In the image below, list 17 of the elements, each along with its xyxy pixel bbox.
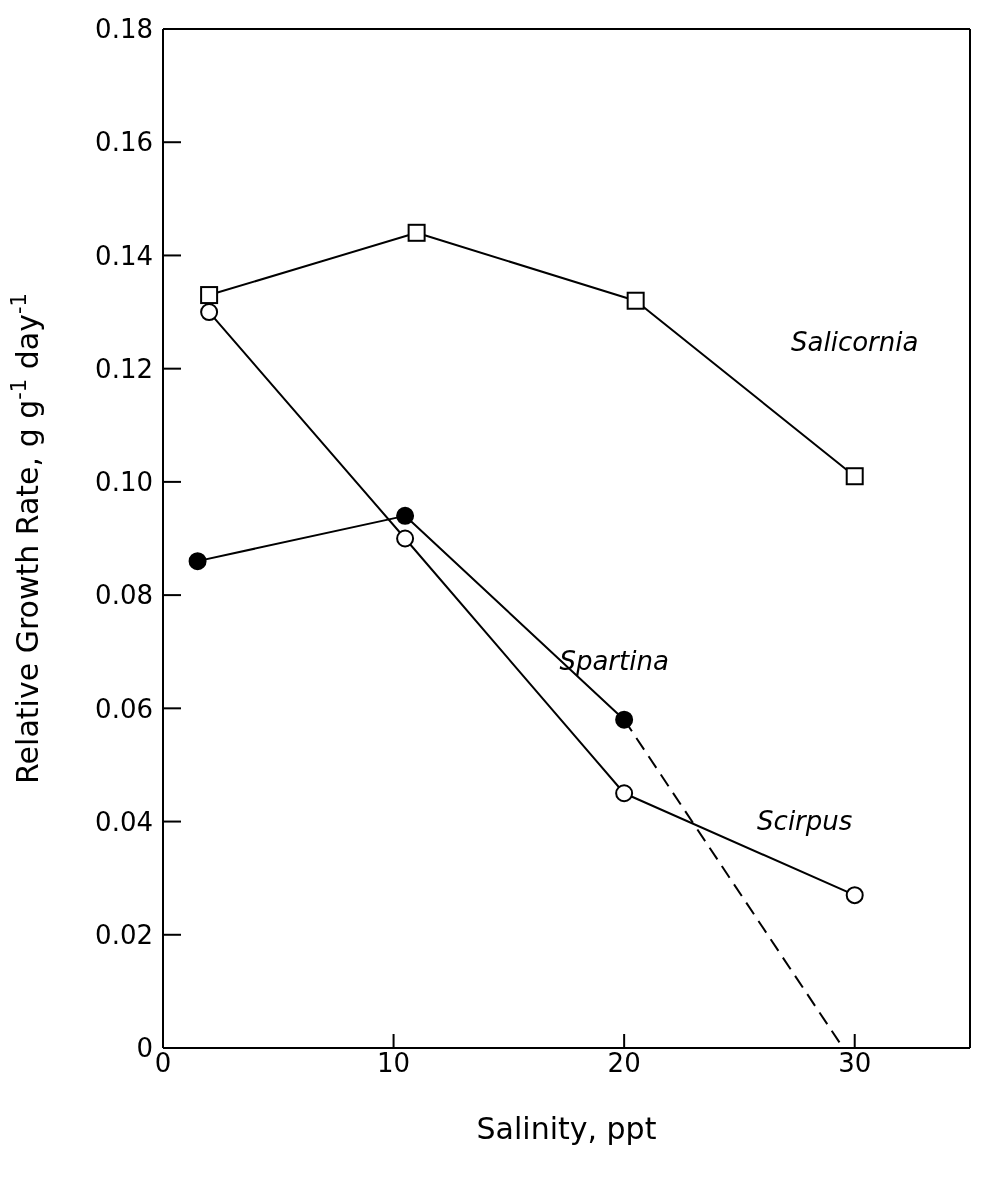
y-tick-label: 0.18 (95, 14, 153, 45)
x-axis-title: Salinity, ppt (476, 1111, 657, 1147)
y-tick-label: 0.04 (95, 806, 153, 837)
y-tick-label: 0.10 (95, 467, 153, 498)
series-label: Spartina (559, 645, 669, 676)
y-tick-label: 0.14 (95, 240, 153, 271)
text: Salicornia (791, 327, 919, 358)
y-tick-label: 0.08 (95, 580, 153, 611)
y-tick-label: 0.12 (95, 353, 153, 384)
y-tick-label: 0.16 (95, 127, 153, 158)
x-tick-label: 30 (838, 1048, 872, 1079)
x-tick-label: 10 (377, 1048, 411, 1079)
y-tick-label: 0.02 (95, 920, 153, 951)
x-tick-label: 20 (607, 1048, 641, 1079)
series-label: Scirpus (757, 806, 853, 837)
x-tick-label: 0 (154, 1048, 172, 1079)
y-tick-label: 0.06 (95, 693, 153, 724)
